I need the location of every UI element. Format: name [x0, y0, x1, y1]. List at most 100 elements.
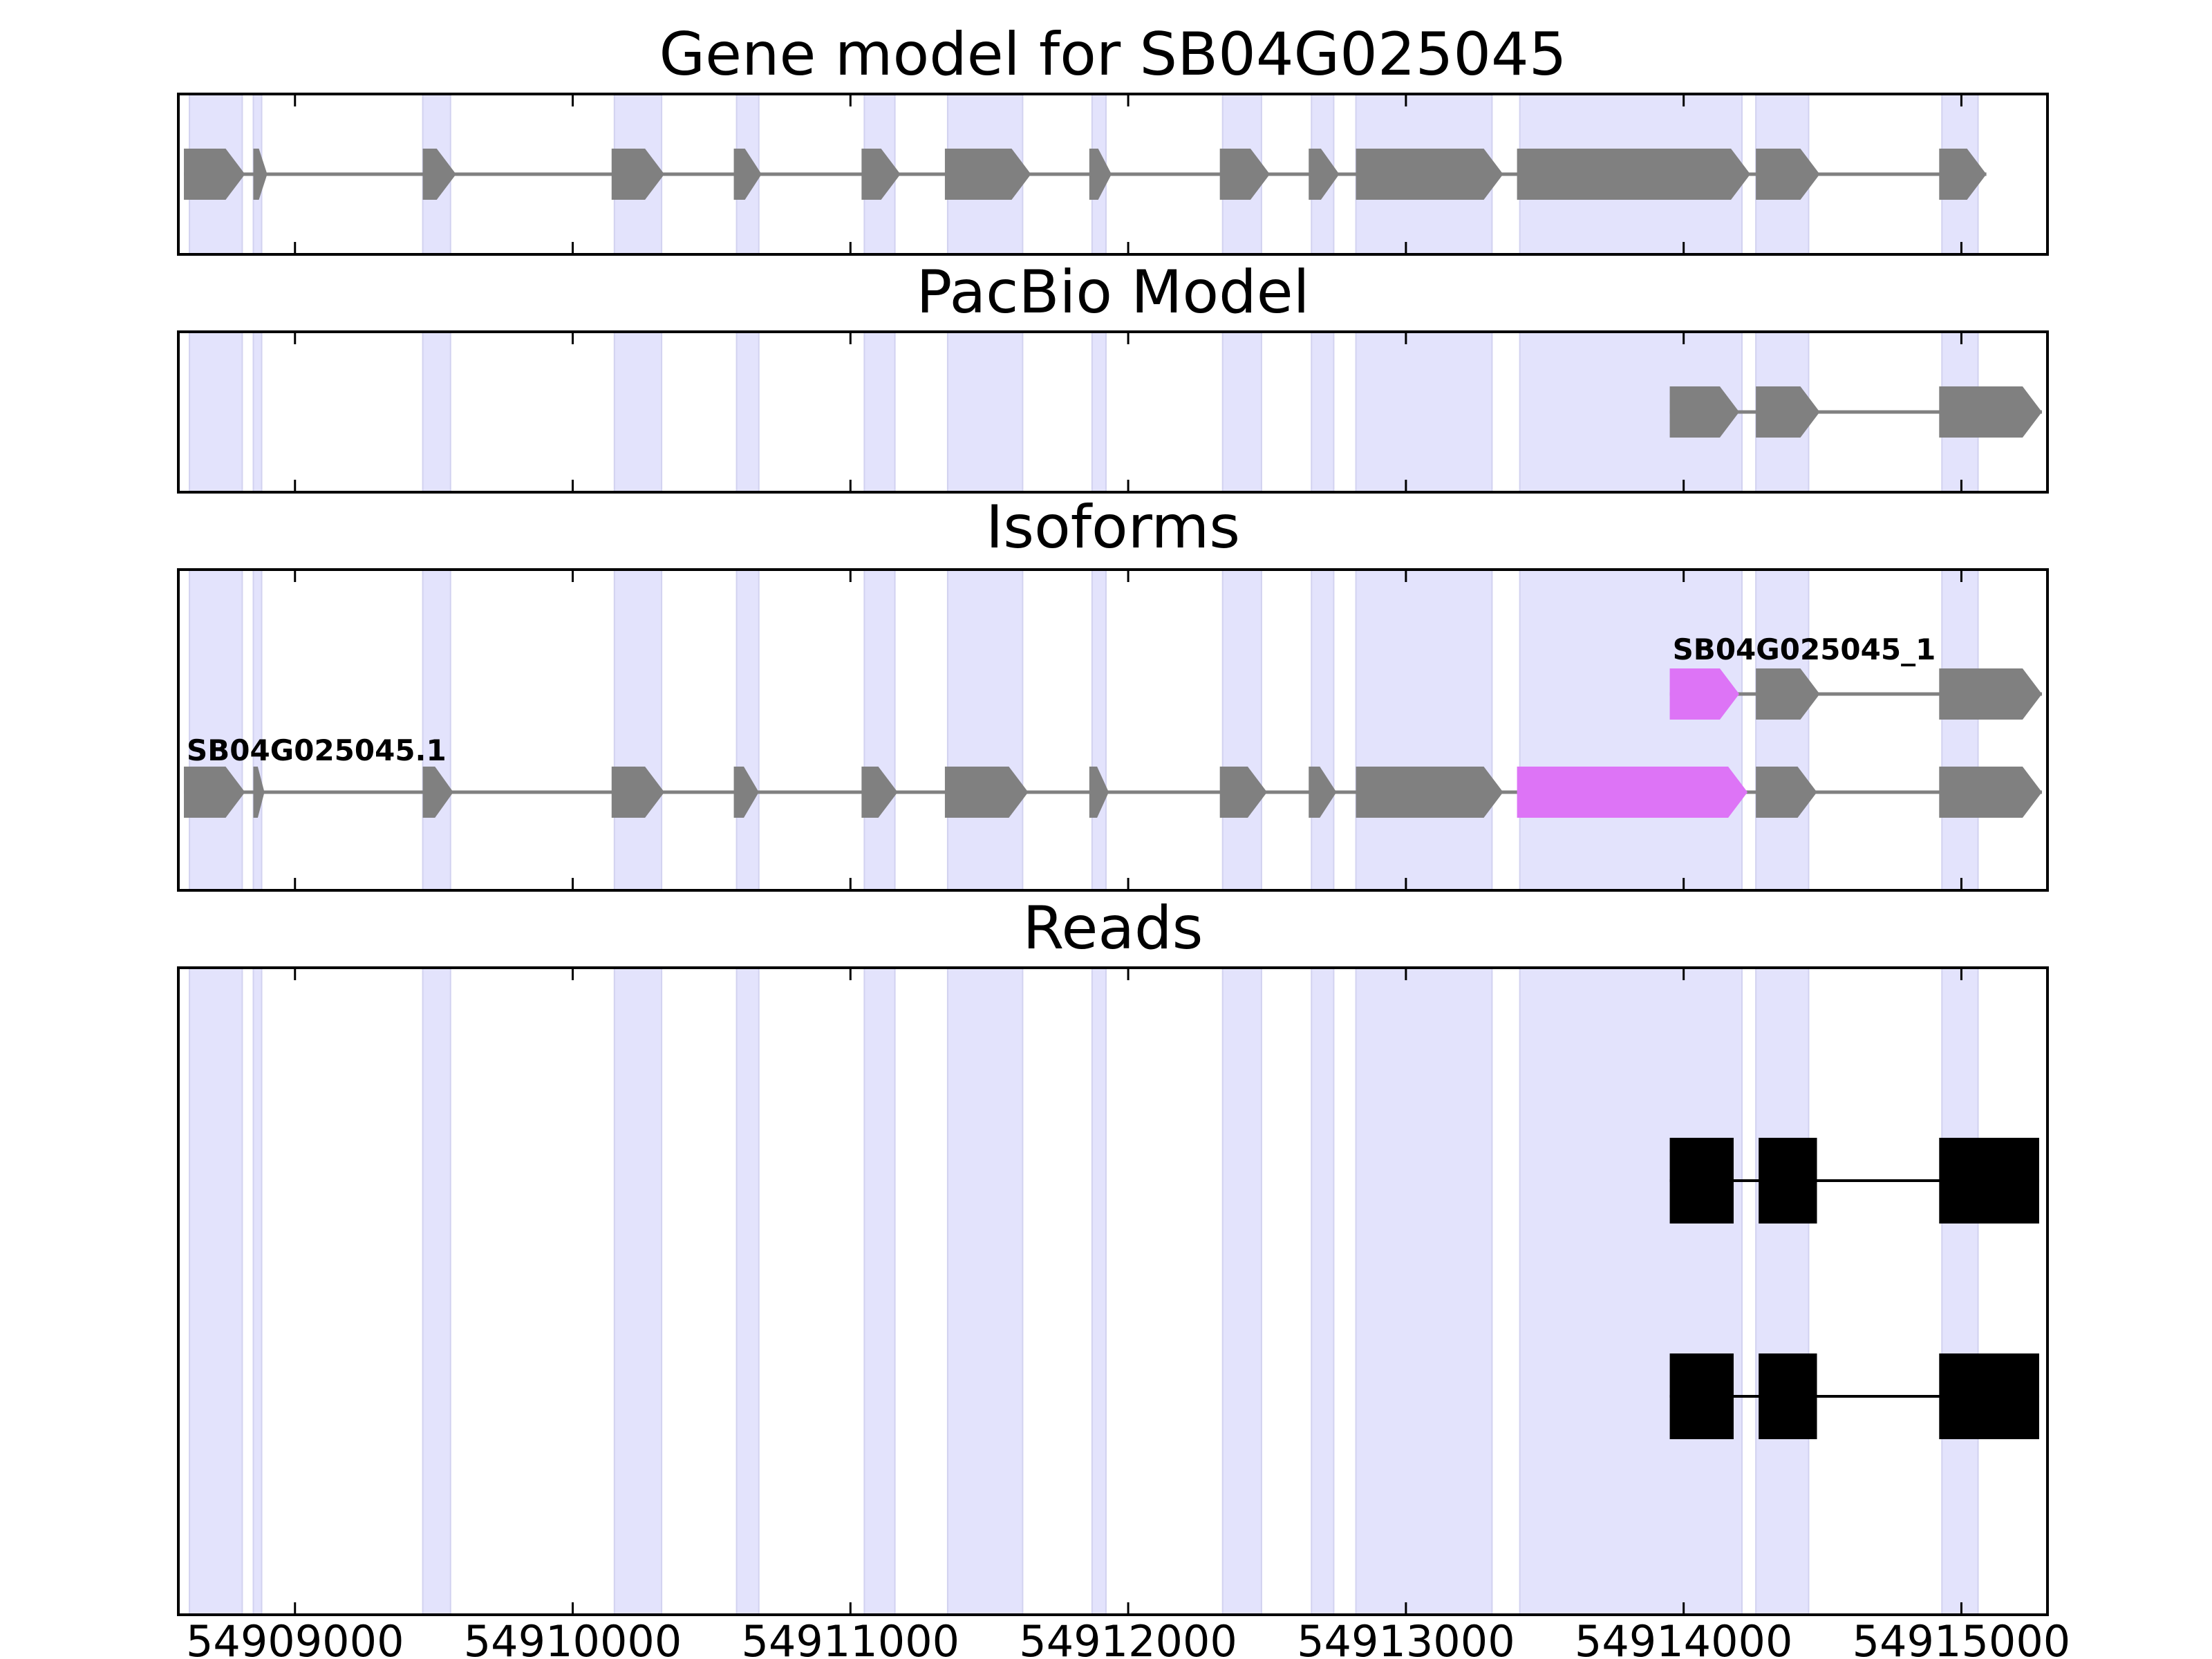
exon	[253, 149, 268, 200]
read-block	[1669, 1138, 1734, 1224]
highlighted-exon	[1669, 668, 1740, 720]
exon-band	[1519, 967, 1743, 1615]
read-block	[1759, 1138, 1817, 1224]
exon-band	[1091, 331, 1107, 493]
exon	[1669, 386, 1740, 438]
exon-band	[735, 967, 760, 1615]
read-track	[1669, 1353, 2039, 1439]
exon	[184, 767, 245, 818]
panel-1: Gene model for SB04G025045	[177, 20, 2049, 256]
gene-track: SB04G025045.1	[184, 733, 2042, 818]
exon	[253, 767, 265, 818]
exon-band	[1755, 569, 1810, 891]
exon-band	[863, 331, 896, 493]
panel-title: Isoforms	[986, 493, 1240, 562]
gene-track	[184, 149, 1987, 200]
isoform-label: SB04G025045.1	[187, 733, 447, 767]
exon	[1219, 767, 1267, 818]
exon-band	[735, 569, 760, 891]
exon-band	[613, 967, 663, 1615]
exon-band	[613, 331, 663, 493]
exon-band	[1221, 967, 1262, 1615]
exon	[1089, 149, 1112, 200]
highlighted-exon	[1517, 767, 1748, 818]
panel-ticks	[294, 570, 1962, 890]
panel-ticks	[294, 968, 1962, 1615]
x-tick-label: 54915000	[1853, 1616, 2071, 1659]
exon	[1756, 767, 1817, 818]
panel-frame	[177, 330, 2049, 494]
exon-band	[1755, 967, 1810, 1615]
exon-band	[863, 967, 896, 1615]
exon-band	[422, 569, 451, 891]
exon	[611, 767, 665, 818]
panels-layer: Gene model for SB04G025045 PacBio Model Is…	[177, 20, 2049, 1616]
exon	[184, 149, 245, 200]
panel-2: PacBio Model	[177, 258, 2049, 494]
exon-band	[252, 569, 263, 891]
exon	[944, 149, 1031, 200]
panel-frame	[177, 93, 2049, 256]
exon	[733, 767, 759, 818]
exon-band	[946, 331, 1024, 493]
exon	[422, 149, 456, 200]
exon	[1219, 149, 1271, 200]
exon	[1756, 149, 1820, 200]
exon-band	[1311, 967, 1335, 1615]
exon-bands	[189, 569, 1979, 891]
exon	[1356, 767, 1503, 818]
exon-band	[1091, 569, 1107, 891]
exon	[733, 149, 762, 200]
panel-frame	[177, 966, 2049, 1616]
exon	[944, 767, 1029, 818]
exon-band	[252, 331, 263, 493]
exon	[861, 149, 901, 200]
exon	[1756, 386, 1820, 438]
x-axis: 54909000 54910000 54911000 54912000 54913000…	[186, 1616, 2070, 1659]
exon-band	[1311, 331, 1335, 493]
x-tick-label: 54910000	[464, 1616, 682, 1659]
exon-band	[735, 331, 760, 493]
exon	[1756, 668, 1820, 720]
exon-band	[1355, 967, 1493, 1615]
gene-track: SB04G025045_1	[1669, 632, 2042, 720]
panel-ticks	[294, 94, 1962, 254]
x-tick-label: 54913000	[1297, 1616, 1515, 1659]
exon-band	[1519, 569, 1743, 891]
panel-title: Gene model for SB04G025045	[659, 20, 1567, 89]
panel-ticks	[294, 332, 1962, 492]
exon	[1089, 767, 1109, 818]
exon-band	[189, 569, 243, 891]
read-track	[1669, 1138, 2039, 1224]
x-tick-label: 54914000	[1575, 1616, 1793, 1659]
exon-band	[946, 967, 1024, 1615]
exon-band	[1221, 331, 1262, 493]
exon	[1939, 767, 2042, 818]
exon	[1309, 767, 1337, 818]
exon-band	[613, 569, 663, 891]
read-block	[1669, 1353, 1734, 1439]
panel-title: Reads	[1023, 894, 1203, 963]
exon-band	[1941, 967, 1979, 1615]
x-tick-label: 54912000	[1019, 1616, 1237, 1659]
panel-3: Isoforms SB04G025045_1 SB04G025045.1	[177, 493, 2049, 892]
exon-band	[189, 967, 243, 1615]
exon-band	[1091, 967, 1107, 1615]
exon-band	[422, 331, 451, 493]
panel-frame	[177, 568, 2049, 892]
exon-band	[1221, 569, 1262, 891]
exon-band	[1941, 569, 1979, 891]
x-tick-label: 54909000	[186, 1616, 404, 1659]
exon	[1939, 668, 2042, 720]
read-block	[1939, 1353, 2039, 1439]
exon	[1356, 149, 1503, 200]
panel-4: Reads	[177, 894, 2049, 1616]
exon-band	[1311, 569, 1335, 891]
exon	[422, 767, 453, 818]
x-tick-label: 54911000	[742, 1616, 960, 1659]
isoform-label: SB04G025045_1	[1673, 632, 1936, 666]
exon	[1939, 386, 2042, 438]
exon-band	[863, 569, 896, 891]
read-block	[1939, 1138, 2039, 1224]
